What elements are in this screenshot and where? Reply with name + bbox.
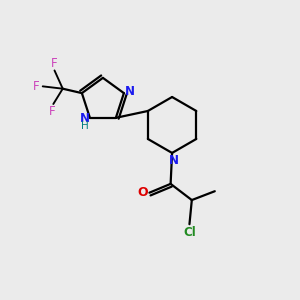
Text: N: N — [80, 112, 90, 125]
Text: O: O — [138, 186, 148, 199]
Text: N: N — [125, 85, 135, 98]
Text: Cl: Cl — [183, 226, 196, 239]
Text: F: F — [51, 58, 58, 70]
Text: F: F — [49, 105, 55, 118]
Text: H: H — [81, 121, 88, 131]
Text: N: N — [169, 154, 178, 167]
Text: F: F — [33, 80, 40, 93]
